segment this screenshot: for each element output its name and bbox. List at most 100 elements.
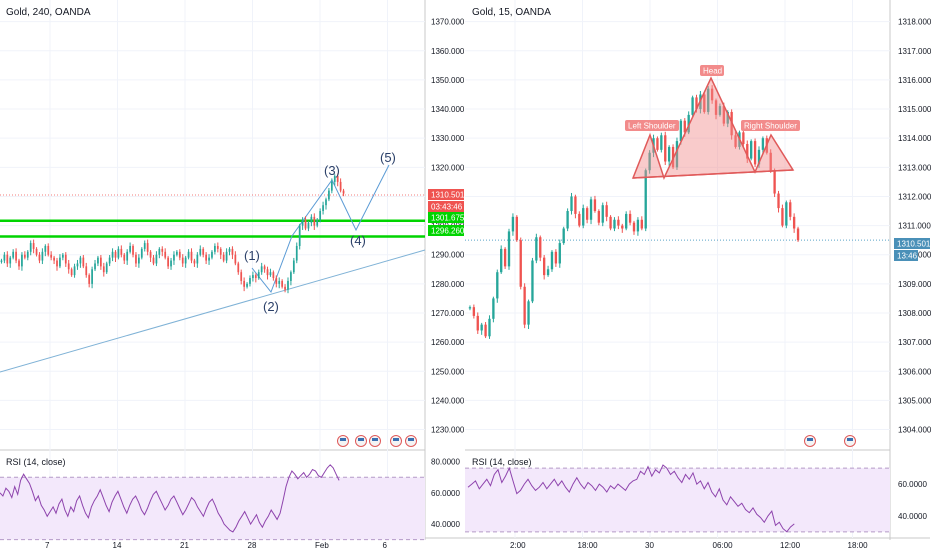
right-price-tick-label: 1306.000 [898,367,932,376]
candle-body [211,251,213,258]
candle-body [609,216,612,229]
candle-body [664,135,667,162]
candle-body [542,257,546,276]
candle-body [558,243,561,264]
candle-body [500,248,503,273]
candle-body [785,202,788,226]
candle-body [554,251,558,264]
candle-body [117,248,120,258]
candle-body [750,141,753,159]
candle-body [246,283,248,287]
right-shoulder-label: Right Shoulder [744,122,797,131]
candle-body [173,254,175,261]
left-rsi-tick-label: 80.0000 [431,458,460,467]
left-time-tick-label: 21 [180,541,189,550]
candle-body [102,266,105,273]
candle-body [99,257,102,267]
candle-body [617,219,620,226]
candle-body [753,141,757,165]
candle-body [260,266,263,273]
wave-label-2: (2) [263,299,279,314]
candle-body [761,138,765,150]
candle-body [269,272,272,276]
candle-body [601,205,604,223]
right-price-tick-label: 1312.000 [898,192,932,201]
head-label-bg [700,65,724,76]
right-rsi-band [465,468,890,532]
candle-body [625,213,628,229]
left-shoulder-label: Left Shoulder [628,122,676,131]
candle-body [316,219,319,226]
wave-label-1: (1) [244,248,260,263]
wave-label-3: (3) [324,163,340,178]
candle-body [64,254,67,264]
right-price-tick-label: 1309.000 [898,280,932,289]
candle-body [742,132,745,145]
event-flag-icon [358,438,364,441]
left-rsi-tick-label: 60.0000 [431,489,460,498]
candle-body [126,251,129,261]
candle-body [56,260,58,267]
candle-body [582,208,585,226]
candle-body [79,257,82,264]
candle-body [480,324,483,331]
candle-body [578,213,581,226]
left-time-tick-label: Feb [315,541,329,550]
candle-body [640,219,643,229]
left-price-tick-label: 1270.000 [431,309,465,318]
candle-body [621,225,624,229]
candle-body [319,211,322,220]
candle-body [503,248,507,267]
left-price-tick-label: 1320.000 [431,163,465,172]
candle-body [53,257,55,261]
right-time-tick-label: 2:00 [510,541,526,550]
candle-body [76,263,79,267]
grid [0,0,930,540]
candle-body [205,254,207,261]
candle-body [683,120,686,133]
candle-body [50,254,53,258]
right-price-tick-label: 1314.000 [898,134,932,143]
rsi-bands [0,467,890,541]
candle-body [589,199,593,220]
candle-body [593,199,597,212]
candle-body [21,254,23,267]
candle-body [313,216,316,226]
left-rsi-band [0,477,425,540]
candle-body [628,213,632,223]
left-time-tick-label: 7 [45,541,50,550]
candle-body [562,228,565,244]
candle-body [792,216,796,229]
candle-body [342,190,345,194]
right-time-tick-label: 12:00 [780,541,801,550]
event-flag-icon [807,438,813,441]
left-zone-tag-1: 1301.675 [431,214,465,223]
candle-body [660,135,663,150]
candle-body [507,231,511,267]
rsi-line-left [0,464,340,533]
right-price-tick-label: 1313.000 [898,163,932,172]
candle-body [88,275,91,284]
candle-body [656,138,659,150]
right-countdown-tag: 13:46 [897,252,918,261]
right-shoulder-label-bg [741,120,800,131]
candle-body [284,286,286,290]
candle-body [108,257,111,264]
candle-body [97,257,99,264]
candle-body [644,170,647,229]
candle-body [231,248,234,255]
candle-body [322,205,324,212]
left-countdown-tag-bg [428,201,464,212]
candle-body [266,269,269,276]
elliott-wave-path [251,164,390,294]
candle-body [140,248,143,258]
right-price-tick-label: 1316.000 [898,76,932,85]
candle-body [710,88,714,101]
event-flag-icon [393,438,399,441]
right-time-tick-label: 18:00 [578,541,599,550]
candle-body [527,301,530,325]
candle-body [82,257,85,267]
candle-body [476,315,479,331]
right-panel-frame [465,0,932,550]
candle-body [605,205,608,217]
